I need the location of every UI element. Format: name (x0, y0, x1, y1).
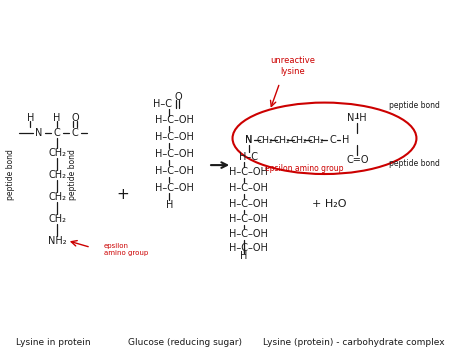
Text: C: C (329, 135, 336, 145)
Text: H: H (342, 135, 349, 145)
Text: N: N (36, 129, 43, 138)
Text: C: C (72, 129, 78, 138)
Text: CH₂: CH₂ (48, 192, 66, 202)
Text: H: H (240, 251, 247, 261)
Text: H–C–OH: H–C–OH (155, 115, 194, 125)
Text: + H₂O: + H₂O (312, 199, 346, 209)
Text: epsilon amino group: epsilon amino group (265, 164, 344, 173)
Text: H–C–OH: H–C–OH (229, 214, 268, 224)
Text: N: N (245, 135, 253, 145)
Text: H–C–OH: H–C–OH (229, 244, 268, 253)
Text: H–C–OH: H–C–OH (229, 183, 268, 193)
Text: H: H (166, 200, 173, 210)
Text: O: O (71, 114, 79, 124)
Text: Lysine in protein: Lysine in protein (16, 338, 91, 347)
Text: CH₂: CH₂ (48, 170, 66, 180)
Text: H–C: H–C (239, 152, 258, 162)
Text: N: N (245, 135, 253, 145)
Text: +: + (116, 187, 129, 202)
Text: CH₂: CH₂ (256, 136, 273, 145)
Text: peptide bond: peptide bond (389, 159, 439, 168)
Text: H–C–OH: H–C–OH (155, 183, 194, 193)
Text: peptide bond: peptide bond (389, 101, 439, 110)
Text: H–C–OH: H–C–OH (155, 132, 194, 142)
Text: H–C–OH: H–C–OH (155, 149, 194, 159)
Text: C=O: C=O (346, 155, 369, 165)
Text: CH₂: CH₂ (307, 136, 324, 145)
Text: N–H: N–H (347, 114, 367, 124)
Text: Lysine (protein) - carbohydrate complex: Lysine (protein) - carbohydrate complex (264, 338, 445, 347)
Text: peptide bond: peptide bond (68, 149, 77, 201)
Text: epsilon
amino group: epsilon amino group (104, 243, 148, 256)
Text: H–C–OH: H–C–OH (229, 229, 268, 239)
Text: H–C: H–C (153, 99, 172, 109)
Text: O: O (174, 92, 182, 102)
Text: CH₂: CH₂ (273, 136, 290, 145)
Text: peptide bond: peptide bond (6, 149, 15, 201)
Text: H–C–OH: H–C–OH (229, 199, 268, 209)
Text: CH₂: CH₂ (48, 214, 66, 224)
Text: C: C (54, 129, 61, 138)
Text: Glucose (reducing sugar): Glucose (reducing sugar) (128, 338, 242, 347)
Text: H–C–OH: H–C–OH (155, 166, 194, 176)
Text: H: H (27, 114, 34, 124)
Text: NH₂: NH₂ (48, 235, 66, 246)
Text: unreactive
lysine: unreactive lysine (270, 56, 315, 76)
Text: H–C–OH: H–C–OH (229, 167, 268, 177)
Text: H: H (54, 114, 61, 124)
Text: CH₂: CH₂ (290, 136, 307, 145)
Text: CH₂: CH₂ (48, 148, 66, 158)
